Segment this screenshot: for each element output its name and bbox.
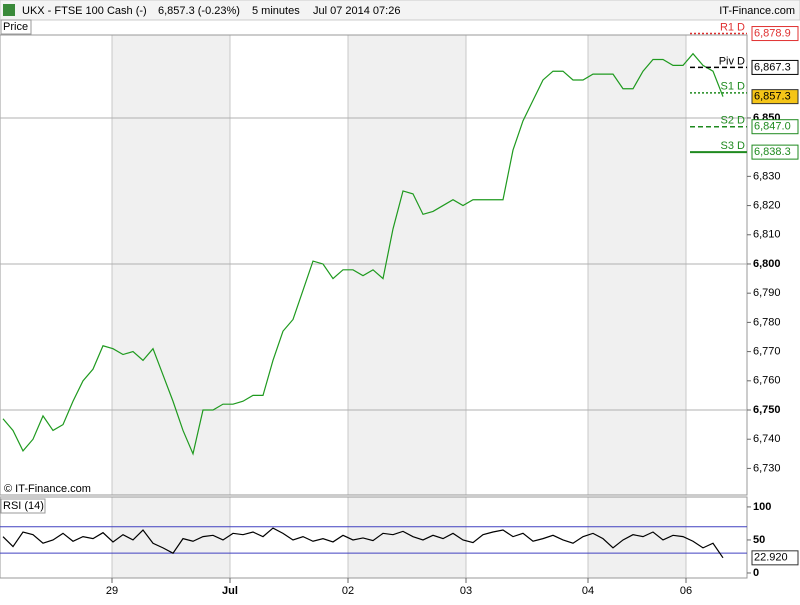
last-box	[751, 89, 799, 105]
y-tick-label: 6,760	[753, 375, 781, 387]
y-tick-label: 6,740	[753, 433, 781, 445]
series-line	[2, 52, 724, 456]
app-icon	[3, 4, 15, 16]
level-name: S3 D	[721, 140, 746, 152]
level-box	[751, 26, 799, 42]
level-label: 6,878.9	[754, 27, 791, 39]
x-tick-label: 03	[460, 585, 472, 597]
y-tick-label: 6,820	[753, 199, 781, 211]
level-name: Piv D	[719, 55, 745, 67]
level-name: R1 D	[720, 21, 745, 33]
datetime: Jul 07 2014 07:26	[313, 5, 400, 17]
day-band	[112, 497, 230, 578]
header-bar	[0, 0, 800, 21]
level-box	[751, 119, 799, 135]
y-tick-label: 6,770	[753, 346, 781, 358]
panel-label-box	[0, 498, 46, 514]
panel-label-box	[0, 19, 32, 35]
x-tick-label: 04	[582, 585, 594, 597]
y-tick-label: 6,830	[753, 170, 781, 182]
level-box	[751, 59, 799, 75]
interval: 5 minutes	[252, 5, 300, 17]
y-tick-label: 0	[753, 567, 759, 579]
last-label: 6,857.3	[754, 91, 791, 103]
brand: IT-Finance.com	[719, 5, 795, 17]
x-tick-label: 29	[106, 585, 118, 597]
watermark: © IT-Finance.com	[4, 483, 91, 495]
y-tick-label: 6,810	[753, 229, 781, 241]
level-label: 6,847.0	[754, 121, 791, 133]
quote: 6,857.3 (-0.23%)	[158, 5, 240, 17]
level-name: S1 D	[721, 81, 746, 93]
panel-label: Price	[3, 21, 28, 33]
y-tick-label: 6,750	[753, 404, 781, 416]
day-band	[348, 497, 466, 578]
day-band	[588, 497, 686, 578]
last-label: 22.920	[754, 552, 788, 564]
level-box	[751, 144, 799, 160]
level-name: S2 D	[721, 115, 746, 127]
y-tick-label: 6,730	[753, 462, 781, 474]
x-tick-label: Jul	[222, 585, 238, 597]
y-tick-label: 6,800	[753, 258, 781, 270]
level-label: 6,867.3	[754, 61, 791, 73]
y-tick-label: 50	[753, 534, 765, 546]
panel-frame	[0, 34, 748, 496]
y-tick-label: 6,790	[753, 287, 781, 299]
panel-label: RSI (14)	[3, 500, 44, 512]
day-band	[588, 35, 686, 495]
x-tick-label: 02	[342, 585, 354, 597]
y-tick-label: 100	[753, 501, 771, 513]
day-band	[348, 35, 466, 495]
series-line	[2, 527, 724, 559]
level-label: 6,838.3	[754, 146, 791, 158]
x-tick-label: 06	[680, 585, 692, 597]
last-box	[751, 550, 799, 566]
panel-frame	[0, 496, 748, 579]
day-band	[112, 35, 230, 495]
y-tick-label: 6,780	[753, 316, 781, 328]
symbol: UKX - FTSE 100 Cash (-)	[22, 5, 147, 17]
